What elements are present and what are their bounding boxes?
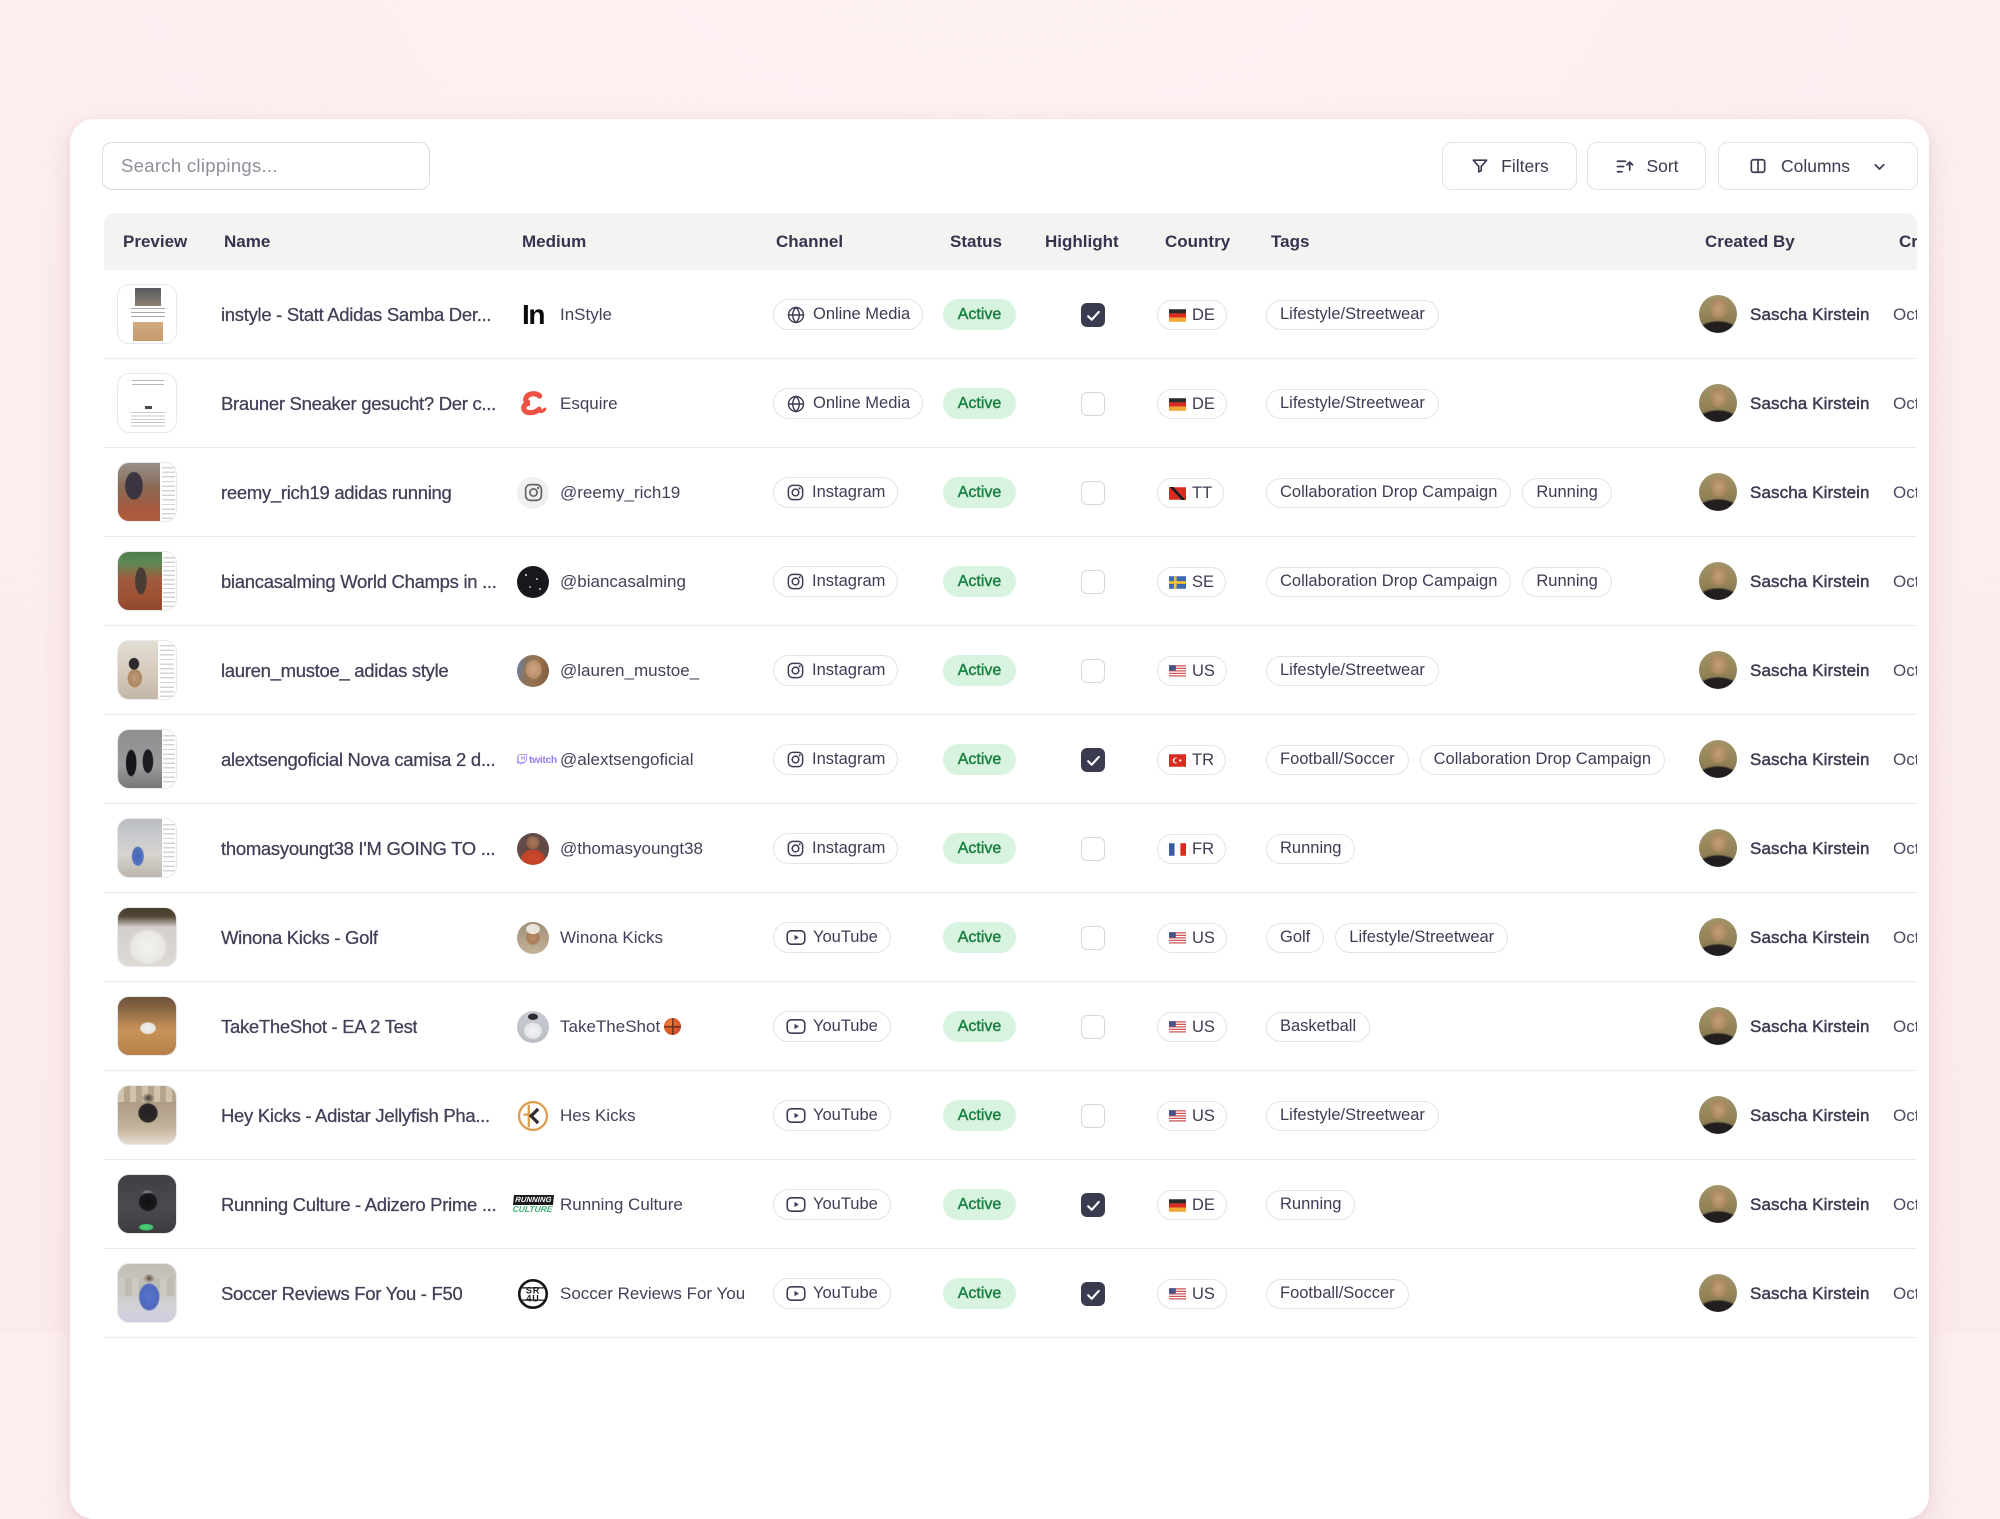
svg-text:4U: 4U <box>526 1293 539 1303</box>
svg-text:SR: SR <box>526 1285 540 1295</box>
